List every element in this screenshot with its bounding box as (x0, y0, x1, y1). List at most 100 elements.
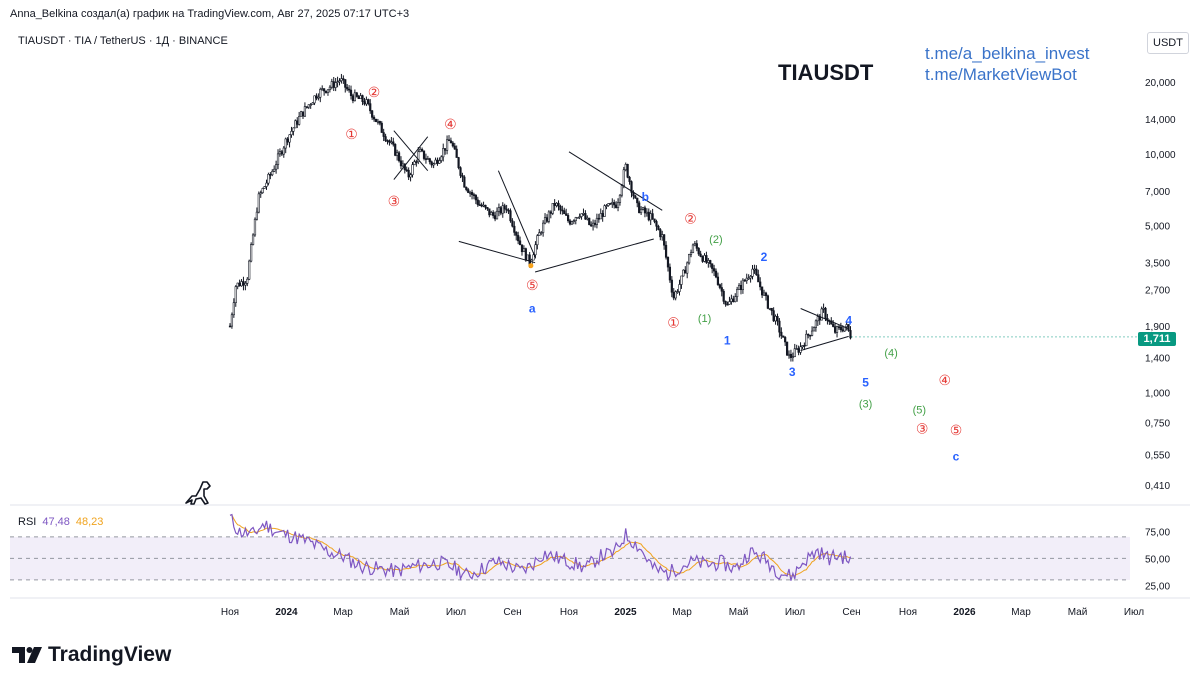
price-tick-label: 2,700 (1145, 286, 1170, 297)
candle-body (417, 151, 420, 163)
time-tick-label: Сен (842, 607, 860, 618)
rsi-legend[interactable]: RSI 47,48 48,23 (18, 516, 103, 528)
link-telegram-bot[interactable]: t.me/MarketViewBot (925, 65, 1077, 84)
candle-body (422, 150, 426, 159)
last-price-label: 1,711 (1138, 332, 1176, 346)
time-tick-label: Июл (785, 607, 805, 618)
candle-body (311, 102, 314, 105)
candle-body (238, 282, 241, 287)
candle-body (588, 217, 591, 225)
candle-body (313, 95, 316, 104)
candle-body (820, 308, 823, 321)
candle-body (553, 203, 556, 206)
candle-body (695, 243, 698, 249)
candle-body (839, 326, 842, 331)
candle-body (693, 243, 696, 246)
price-candles (228, 73, 852, 362)
candle-body (490, 212, 493, 216)
candle-body (526, 254, 529, 261)
symbol-info[interactable]: TIAUSDT · TIA / TetherUS · 1Д · BINANCE (18, 35, 228, 47)
link-telegram-channel[interactable]: t.me/a_belkina_invest (925, 44, 1090, 63)
currency-selector[interactable]: USDT (1147, 32, 1189, 54)
rsi-value: 47,48 (42, 516, 70, 528)
candle-body (372, 117, 376, 120)
candle-body (528, 254, 531, 265)
candle-body (734, 296, 737, 303)
candle-body (726, 303, 729, 306)
rsi-line (229, 513, 852, 582)
time-tick-label: 2024 (275, 607, 298, 618)
candle-body (499, 207, 502, 214)
candle-body (768, 307, 771, 310)
candle-body (386, 140, 389, 142)
rsi-title: RSI (18, 516, 37, 528)
candle-body (634, 195, 637, 199)
candle-body (463, 176, 466, 188)
candle-body (611, 202, 614, 204)
candle-body (438, 160, 441, 164)
chart-grid (10, 504, 1190, 599)
candle-body (607, 203, 610, 206)
candle-body (449, 140, 453, 144)
trend-line (568, 151, 663, 211)
candle-body (730, 298, 733, 302)
candle-body (276, 153, 280, 165)
candle-body (363, 101, 366, 105)
candle-body (766, 295, 769, 309)
chart-watermark-title: TIAUSDT (778, 60, 874, 85)
candle-body (559, 205, 562, 211)
candle-body (805, 333, 808, 347)
candle-body (501, 205, 504, 214)
candle-body (330, 81, 333, 88)
candle-body (586, 217, 589, 220)
wave-label: (2) (709, 234, 722, 246)
dino-icon (185, 481, 211, 505)
candle-body (543, 217, 547, 224)
candle-body (837, 326, 841, 328)
wave-label: ② (684, 211, 697, 227)
candle-body (747, 277, 750, 280)
candle-body (374, 118, 378, 123)
candle-body (474, 195, 477, 201)
candle-body (505, 208, 508, 211)
candle-body (480, 204, 483, 207)
candle-body (407, 169, 410, 178)
candle-body (570, 221, 574, 225)
candle-body (273, 168, 276, 172)
wave-label: ③ (916, 421, 929, 437)
wave-label: 2 (761, 250, 768, 264)
candle-body (275, 164, 278, 170)
candle-body (284, 138, 287, 149)
candle-body (240, 281, 243, 287)
candle-body (664, 244, 668, 258)
candle-body (568, 220, 572, 225)
candle-body (622, 169, 625, 186)
candle-body (668, 266, 672, 281)
candle-body (420, 148, 424, 152)
candle-body (280, 151, 283, 155)
candle-body (762, 292, 766, 296)
candle-body (476, 199, 479, 205)
time-tick-label: Ноя (221, 607, 239, 618)
price-tick-label: 1,400 (1145, 354, 1170, 365)
candle-body (722, 290, 725, 302)
candle-body (601, 213, 604, 217)
candle-body (705, 255, 708, 263)
candle-body (816, 316, 819, 322)
price-tick-label: 0,750 (1145, 418, 1170, 429)
candle-body (376, 120, 380, 123)
candle-body (426, 158, 429, 160)
wave-label: (5) (913, 404, 926, 416)
trend-line (800, 308, 849, 330)
candle-body (378, 120, 381, 124)
candle-body (520, 244, 524, 253)
candle-body (294, 120, 297, 129)
wave-label: 1 (724, 334, 731, 348)
candle-body (478, 204, 481, 206)
tradingview-logo[interactable]: TradingView (12, 643, 171, 667)
candle-body (349, 89, 353, 97)
price-tick-label: 7,000 (1145, 187, 1170, 198)
candle-body (778, 320, 781, 333)
time-tick-label: Сен (503, 607, 521, 618)
